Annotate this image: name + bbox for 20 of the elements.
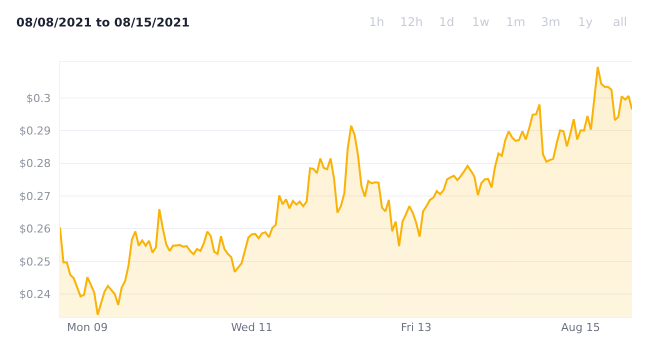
x-tick-label: Fri 13 [400,321,432,334]
text: 12h [400,15,423,29]
y-tick-label: $0.25 [19,255,51,268]
x-tick-label: Mon 09 [67,321,108,334]
y-tick-label: $0.24 [19,288,51,301]
text: 3m [541,15,560,29]
x-tick-label: Wed 11 [231,321,273,334]
text: 1w [472,15,490,29]
text: 1d [439,15,454,29]
chart-title: 08/08/2021 to 08/15/2021 [16,15,190,30]
text: 1y [578,15,593,29]
y-tick-label: $0.27 [19,190,51,203]
y-tick-label: $0.3 [26,92,51,105]
y-tick-label: $0.26 [19,222,51,236]
text: 1h [369,15,384,29]
x-tick-label: Aug 15 [561,321,600,334]
text: all [613,15,628,29]
y-tick-label: $0.28 [19,157,51,170]
y-tick-label: $0.29 [19,124,51,138]
text: 1m [506,15,526,29]
